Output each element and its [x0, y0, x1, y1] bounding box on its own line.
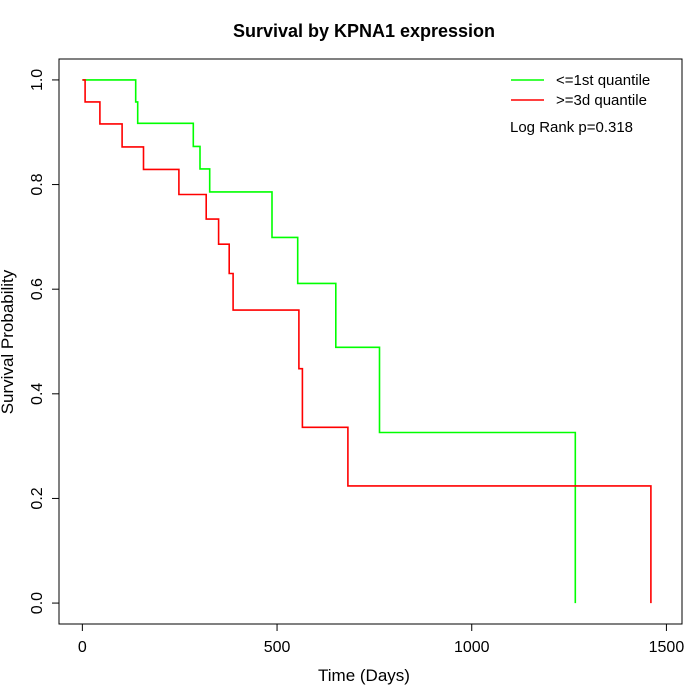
x-tick-label: 500: [264, 639, 291, 656]
series-line-2: [82, 79, 652, 604]
x-axis-label: Time (Days): [318, 666, 410, 685]
y-tick-label: 0.8: [29, 173, 46, 195]
y-tick-label: 1.0: [29, 69, 46, 91]
series-line-1: [82, 79, 577, 604]
y-tick-label: 0.2: [29, 487, 46, 509]
log-rank-annotation: Log Rank p=0.318: [510, 119, 633, 136]
legend: <=1st quantile >=3d quantile: [511, 72, 650, 109]
legend-label: <=1st quantile: [556, 72, 650, 89]
y-tick-label: 0.4: [29, 383, 46, 405]
y-tick-label: 0.0: [29, 592, 46, 614]
y-axis-label: Survival Probability: [0, 269, 17, 414]
plot-frame: [58, 58, 683, 625]
legend-label: >=3d quantile: [556, 92, 647, 109]
chart-title: Survival by KPNA1 expression: [233, 21, 495, 41]
x-axis: 0 500 1000 1500: [78, 623, 685, 656]
x-tick-label: 1500: [649, 639, 685, 656]
x-tick-label: 0: [78, 639, 87, 656]
series-layer: [82, 79, 652, 604]
y-axis: 0.0 0.2 0.4 0.6 0.8 1.0: [29, 69, 60, 614]
y-tick-label: 0.6: [29, 278, 46, 300]
x-tick-label: 1000: [454, 639, 490, 656]
